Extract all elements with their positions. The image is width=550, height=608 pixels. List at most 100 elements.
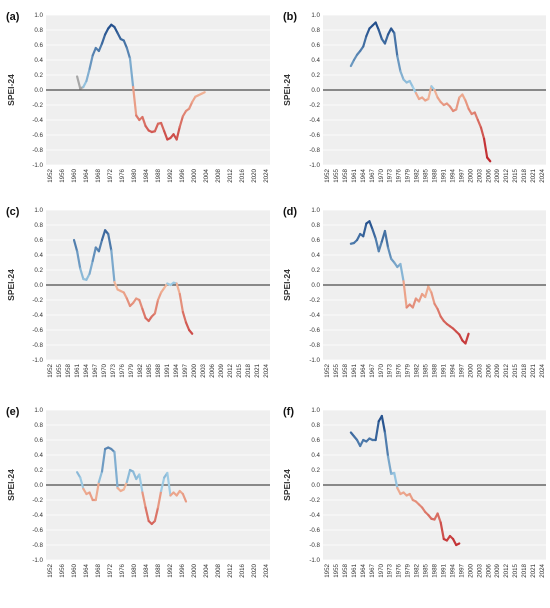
y-tick-label: 0.0: [34, 282, 43, 289]
spei-line-segment: [427, 85, 433, 101]
x-tick-label: 1985: [423, 363, 430, 377]
spei-line-segment: [178, 115, 184, 128]
spei-line-segment: [371, 228, 377, 240]
y-tick-label: -0.4: [32, 117, 43, 124]
spei-line-segment: [362, 34, 368, 48]
spei-line-segment: [464, 332, 470, 345]
spei-line-segment: [125, 468, 132, 484]
spei-line-segment: [427, 285, 433, 294]
x-tick-label: 1964: [360, 168, 367, 182]
x-tick-label: 1956: [59, 168, 66, 182]
x-tick-label: 2015: [236, 363, 243, 377]
spei-line-segment: [91, 246, 97, 263]
x-tick-label: 1988: [432, 363, 439, 377]
x-tick-label: 2020: [251, 168, 258, 182]
spei-line-segment: [386, 455, 393, 475]
x-tick-label: 1976: [119, 168, 126, 182]
x-tick-label: 1982: [137, 363, 144, 377]
panel-label: (a): [6, 11, 20, 23]
y-axis-label: SPEI-24: [6, 74, 16, 106]
spei-line-segment: [200, 91, 206, 95]
y-tick-label: 1.0: [311, 12, 320, 19]
x-tick-label: 1961: [74, 363, 81, 377]
x-tick-label: 2000: [191, 563, 198, 577]
y-tick-label: -0.2: [309, 297, 320, 304]
spei-line-segment: [464, 99, 470, 110]
x-tick-label: 1991: [164, 363, 171, 377]
spei-line-segment: [455, 542, 461, 547]
y-axis-label: SPEI-24: [6, 469, 16, 501]
y-tick-label: 0.2: [34, 72, 43, 79]
spei-line-segment: [138, 473, 144, 494]
spei-line-segment: [380, 414, 387, 434]
y-tick-label: -1.0: [32, 357, 43, 364]
spei-line-segment: [72, 238, 79, 253]
y-tick-label: -0.6: [32, 327, 43, 334]
x-tick-label: 2012: [227, 363, 234, 377]
x-tick-label: 2000: [467, 363, 474, 377]
spei-line-segment: [128, 57, 135, 89]
x-tick-label: 2012: [503, 168, 510, 182]
x-tick-label: 1967: [369, 563, 376, 577]
x-tick-label: 1952: [324, 363, 331, 377]
x-tick-label: 1955: [56, 363, 63, 377]
spei-line-segment: [396, 55, 402, 73]
spei-line-segment: [132, 85, 138, 117]
x-tick-label: 1972: [107, 563, 114, 577]
spei-line-segment: [144, 506, 150, 523]
spei-line-segment: [122, 291, 128, 300]
x-tick-label: 1988: [155, 168, 162, 182]
spei-line-segment: [110, 249, 116, 284]
x-tick-label: 2004: [203, 563, 210, 577]
y-tick-label: 0.0: [311, 282, 320, 289]
y-tick-label: 0.0: [311, 87, 320, 94]
spei-line-segment: [374, 237, 380, 253]
x-tick-label: 2021: [530, 168, 537, 182]
y-tick-label: -0.6: [309, 327, 320, 334]
x-tick-label: 2000: [191, 168, 198, 182]
x-tick-label: 1970: [378, 168, 385, 182]
y-tick-label: 0.0: [34, 87, 43, 94]
x-tick-label: 1958: [65, 363, 72, 377]
y-tick-label: -0.6: [32, 132, 43, 139]
x-tick-label: 1976: [119, 363, 126, 377]
y-tick-label: -0.6: [309, 132, 320, 139]
x-tick-label: 2024: [539, 563, 546, 577]
spei-line-segment: [458, 333, 464, 342]
x-tick-label: 1970: [101, 363, 108, 377]
x-tick-label: 1976: [119, 563, 126, 577]
spei-line-segment: [188, 100, 194, 110]
spei-line-segment: [408, 492, 414, 502]
spei-line-segment: [362, 222, 368, 238]
y-tick-label: -0.8: [32, 147, 43, 154]
y-tick-label: 0.6: [311, 237, 320, 244]
spei-line-segment: [411, 85, 418, 95]
x-tick-label: 1964: [83, 363, 90, 377]
y-tick-label: -0.4: [32, 312, 43, 319]
x-tick-label: 1985: [423, 168, 430, 182]
x-tick-label: 1996: [179, 168, 186, 182]
spei-line-segment: [88, 491, 94, 502]
spei-line-segment: [349, 58, 356, 68]
spei-line-segment: [439, 521, 445, 541]
spei-line-segment: [141, 307, 147, 320]
y-tick-label: -0.6: [309, 527, 320, 534]
y-tick-label: 0.8: [34, 422, 43, 429]
x-tick-label: 1972: [107, 168, 114, 182]
x-tick-label: 1982: [414, 363, 421, 377]
spei-line-segment: [125, 297, 132, 308]
spei-line-segment: [436, 512, 442, 524]
x-tick-label: 1960: [71, 563, 78, 577]
x-tick-label: 1964: [360, 363, 367, 377]
spei-line-segment: [85, 272, 91, 281]
y-tick-label: -1.0: [309, 357, 320, 364]
x-tick-label: 2004: [203, 168, 210, 182]
x-tick-label: 2020: [251, 563, 258, 577]
x-tick-label: 2021: [530, 363, 537, 377]
x-tick-label: 2012: [503, 563, 510, 577]
panel-c: (c) 1.0 0.8 0.6 0.4 0.2 0.0 -0.2 -0.4 -0.6 -0.8 -1.…: [6, 206, 270, 378]
x-tick-label: 1991: [440, 363, 447, 377]
spei-line-segment: [138, 298, 144, 311]
y-tick-label: 0.4: [311, 57, 320, 64]
x-tick-label: 1994: [449, 563, 456, 577]
